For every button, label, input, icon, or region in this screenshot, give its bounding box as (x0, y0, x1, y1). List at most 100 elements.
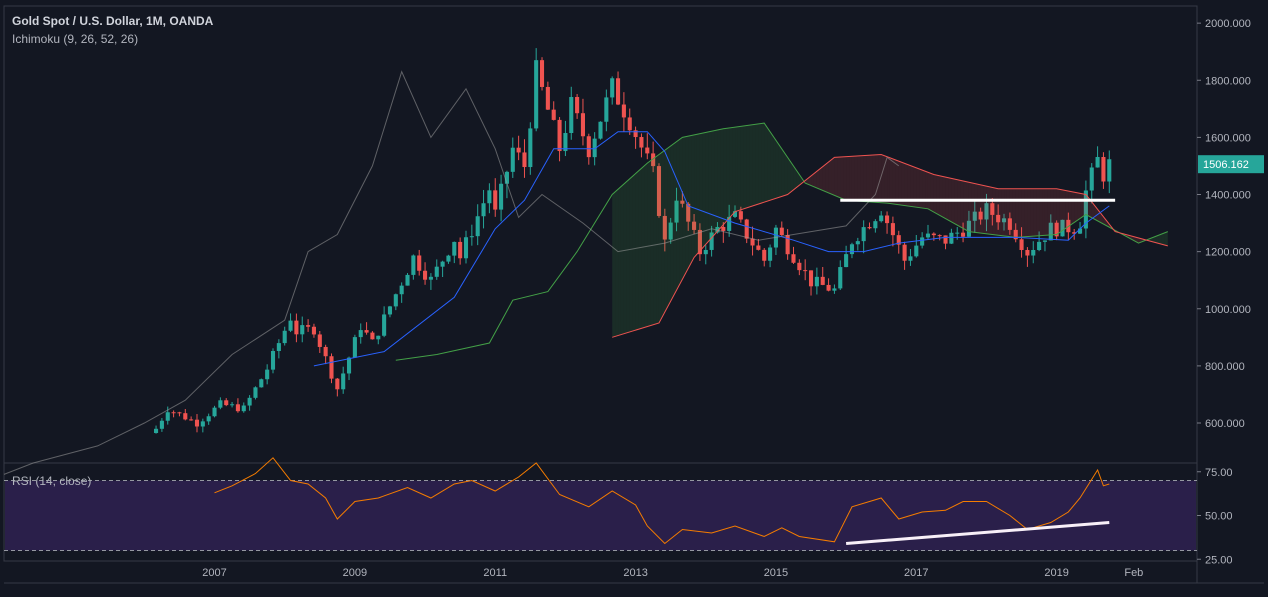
candle-body[interactable] (621, 104, 626, 118)
candle-body[interactable] (393, 294, 398, 307)
candle-body[interactable] (230, 404, 235, 406)
candle-body[interactable] (1101, 156, 1106, 182)
candle-body[interactable] (925, 233, 931, 238)
candle-body[interactable] (785, 235, 790, 255)
candle-body[interactable] (744, 219, 749, 239)
candle-body[interactable] (446, 255, 451, 262)
candle-body[interactable] (972, 211, 977, 221)
rsi-trendline[interactable] (845, 521, 1110, 545)
candle-body[interactable] (499, 183, 504, 210)
candle-body[interactable] (668, 222, 673, 240)
candle-body[interactable] (727, 216, 732, 231)
candle-body[interactable] (352, 337, 357, 358)
candle-body[interactable] (265, 369, 270, 380)
candle-body[interactable] (189, 419, 194, 421)
candle-body[interactable] (762, 249, 767, 261)
candle-body[interactable] (487, 190, 492, 204)
candle-body[interactable] (890, 223, 895, 236)
candle-body[interactable] (434, 266, 439, 277)
candle-body[interactable] (288, 320, 293, 331)
candle-body[interactable] (1013, 229, 1018, 240)
candle-body[interactable] (580, 113, 586, 137)
candle-body[interactable] (165, 412, 170, 421)
candle-body[interactable] (732, 211, 738, 217)
candle-body[interactable] (873, 221, 878, 229)
candle-body[interactable] (1025, 249, 1030, 256)
candle-body[interactable] (329, 356, 334, 379)
candle-body[interactable] (896, 235, 901, 245)
candle-body[interactable] (914, 245, 919, 257)
candle-body[interactable] (510, 147, 515, 172)
candle-body[interactable] (931, 233, 936, 236)
candle-body[interactable] (177, 412, 182, 414)
candle-body[interactable] (756, 245, 761, 250)
candle-body[interactable] (908, 256, 913, 261)
candle-body[interactable] (276, 343, 281, 352)
candle-body[interactable] (709, 232, 714, 250)
candle-body[interactable] (692, 221, 697, 230)
candle-body[interactable] (200, 421, 205, 427)
candle-body[interactable] (504, 171, 509, 184)
candle-body[interactable] (194, 419, 200, 427)
candle-body[interactable] (569, 97, 574, 134)
candle-body[interactable] (317, 334, 322, 347)
candle-body[interactable] (814, 276, 819, 287)
candle-body[interactable] (387, 306, 393, 315)
candle-body[interactable] (440, 261, 445, 267)
candle-body[interactable] (528, 128, 533, 168)
candle-body[interactable] (651, 153, 656, 167)
candle-body[interactable] (417, 255, 422, 271)
candle-body[interactable] (855, 241, 860, 245)
candle-body[interactable] (826, 284, 831, 291)
candle-body[interactable] (808, 270, 814, 287)
candle-body[interactable] (768, 247, 773, 261)
candle-body[interactable] (867, 227, 872, 229)
candle-body[interactable] (1019, 239, 1024, 250)
candle-body[interactable] (218, 400, 223, 408)
candle-body[interactable] (978, 211, 983, 220)
candle-body[interactable] (346, 357, 352, 374)
candle-body[interactable] (475, 216, 480, 237)
candle-body[interactable] (1095, 156, 1100, 168)
candle-body[interactable] (358, 330, 363, 338)
candle-body[interactable] (154, 428, 159, 434)
candle-body[interactable] (545, 86, 550, 110)
candle-body[interactable] (861, 227, 866, 242)
candle-body[interactable] (639, 137, 644, 148)
candle-body[interactable] (551, 109, 556, 120)
candle-body[interactable] (370, 332, 375, 340)
candle-body[interactable] (539, 60, 545, 87)
candle-body[interactable] (376, 335, 381, 340)
candle-body[interactable] (493, 190, 498, 210)
candle-body[interactable] (779, 227, 784, 236)
candle-body[interactable] (311, 326, 316, 335)
candle-body[interactable] (516, 147, 521, 153)
candle-body[interactable] (966, 220, 971, 237)
candle-body[interactable] (598, 121, 603, 139)
candle-body[interactable] (1048, 222, 1053, 241)
candle-body[interactable] (680, 200, 685, 204)
candle-body[interactable] (259, 379, 264, 388)
candle-body[interactable] (656, 166, 662, 216)
candle-body[interactable] (300, 325, 305, 335)
candle-body[interactable] (159, 420, 164, 429)
candle-body[interactable] (750, 238, 755, 246)
candle-body[interactable] (943, 235, 948, 244)
candle-body[interactable] (662, 215, 667, 240)
candle-body[interactable] (803, 270, 808, 272)
candle-body[interactable] (902, 244, 907, 261)
candle-body[interactable] (849, 244, 855, 255)
candle-body[interactable] (949, 232, 954, 244)
candle-body[interactable] (183, 413, 188, 420)
candle-body[interactable] (1089, 167, 1094, 191)
candle-body[interactable] (1054, 222, 1059, 237)
candle-body[interactable] (463, 237, 469, 259)
candle-body[interactable] (522, 152, 527, 168)
candle-body[interactable] (1037, 241, 1042, 251)
candle-body[interactable] (364, 330, 369, 333)
candle-body[interactable] (996, 214, 1001, 223)
candle-body[interactable] (563, 133, 568, 152)
candle-body[interactable] (791, 254, 796, 263)
candle-body[interactable] (697, 229, 702, 255)
